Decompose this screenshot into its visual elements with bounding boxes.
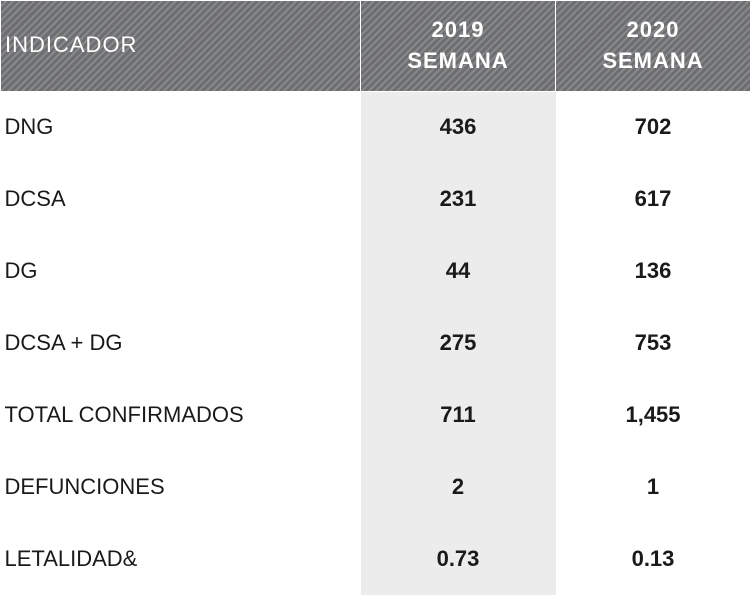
table-row: DEFUNCIONES 2 1 — [1, 451, 750, 523]
row-v2019: 231 — [361, 163, 556, 235]
header-2020-line1: 2020 — [627, 17, 680, 42]
header-indicador-label: INDICADOR — [5, 32, 137, 57]
row-v2019: 44 — [361, 235, 556, 307]
table-row: DCSA + DG 275 753 — [1, 307, 750, 379]
row-label: LETALIDAD& — [1, 523, 361, 595]
row-v2020: 1,455 — [556, 379, 750, 451]
row-v2020: 753 — [556, 307, 750, 379]
table-row: DNG 436 702 — [1, 91, 750, 163]
row-v2020: 1 — [556, 451, 750, 523]
header-2019: 2019 SEMANA — [361, 1, 556, 92]
header-2020: 2020 SEMANA — [556, 1, 750, 92]
row-label: TOTAL CONFIRMADOS — [1, 379, 361, 451]
row-v2020: 136 — [556, 235, 750, 307]
indicator-table: INDICADOR 2019 SEMANA 2020 SEMANA DNG 43… — [0, 0, 750, 595]
row-label: DG — [1, 235, 361, 307]
row-v2019: 436 — [361, 91, 556, 163]
table-row: LETALIDAD& 0.73 0.13 — [1, 523, 750, 595]
row-v2019: 0.73 — [361, 523, 556, 595]
header-2020-line2: SEMANA — [602, 48, 703, 73]
header-2019-line1: 2019 — [432, 17, 485, 42]
row-v2019: 2 — [361, 451, 556, 523]
row-label: DEFUNCIONES — [1, 451, 361, 523]
row-v2019: 711 — [361, 379, 556, 451]
header-indicador: INDICADOR — [1, 1, 361, 92]
row-label: DCSA — [1, 163, 361, 235]
row-v2020: 702 — [556, 91, 750, 163]
row-label: DCSA + DG — [1, 307, 361, 379]
table-row: TOTAL CONFIRMADOS 711 1,455 — [1, 379, 750, 451]
row-v2019: 275 — [361, 307, 556, 379]
row-v2020: 0.13 — [556, 523, 750, 595]
header-2019-line2: SEMANA — [407, 48, 508, 73]
table-row: DG 44 136 — [1, 235, 750, 307]
table-row: DCSA 231 617 — [1, 163, 750, 235]
table-header-row: INDICADOR 2019 SEMANA 2020 SEMANA — [1, 1, 750, 92]
table-body: DNG 436 702 DCSA 231 617 DG 44 136 DCSA … — [1, 91, 750, 595]
row-v2020: 617 — [556, 163, 750, 235]
row-label: DNG — [1, 91, 361, 163]
